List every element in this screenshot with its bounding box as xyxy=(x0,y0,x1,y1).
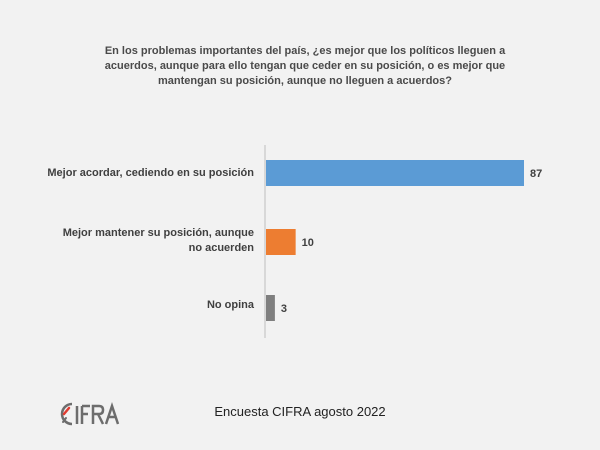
bar-acordar xyxy=(266,160,524,186)
bars-group xyxy=(266,160,524,321)
category-label-acordar: Mejor acordar, cediendo en su posición xyxy=(47,167,254,179)
value-labels-group: 87 10 3 xyxy=(281,168,542,315)
cifra-logo-icon xyxy=(60,402,120,426)
value-label-mantener: 10 xyxy=(302,237,314,249)
value-label-no-opina: 3 xyxy=(281,303,287,315)
bar-no-opina xyxy=(266,295,275,321)
category-label-no-opina: No opina xyxy=(206,299,254,311)
value-label-acordar: 87 xyxy=(530,168,542,180)
cifra-logo xyxy=(60,400,122,428)
category-label-mantener: Mejor mantener su posición, aunque no ac… xyxy=(62,227,254,254)
source-footer: Encuesta CIFRA agosto 2022 xyxy=(214,404,386,419)
chart-title: En los problemas importantes del país, ¿… xyxy=(104,45,506,87)
bar-mantener xyxy=(266,229,296,255)
